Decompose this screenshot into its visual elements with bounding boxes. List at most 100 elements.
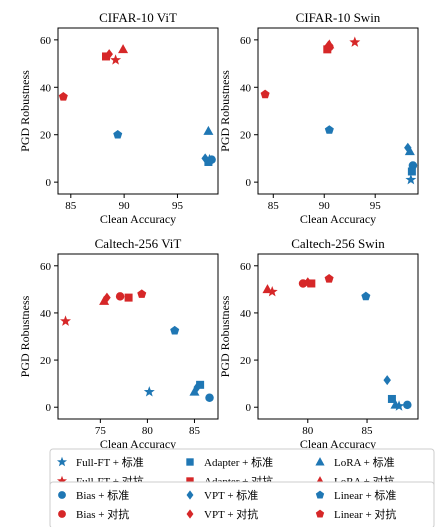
- point-linear-adversarial: [260, 89, 270, 99]
- point-fullft-standard: [405, 174, 417, 185]
- x-axis-label: Clean Accuracy: [100, 212, 176, 226]
- legend-entry-label: Linear + 标准: [334, 488, 396, 502]
- legend-frame: [49, 481, 435, 527]
- point-lora-adversarial: [324, 39, 335, 49]
- chart-title: CIFAR-10 Swin: [296, 10, 381, 25]
- legend-entry-label: VPT + 标准: [204, 488, 258, 502]
- y-tick-label: 0: [46, 402, 52, 414]
- point-bias-standard: [207, 155, 216, 164]
- y-tick-label: 0: [246, 177, 252, 189]
- legend-marker-square: [186, 458, 194, 466]
- y-tick-label: 20: [40, 355, 52, 367]
- point-adapter-adversarial: [124, 293, 133, 302]
- legend-marker-diamond: [186, 509, 194, 519]
- point-adapter-standard: [407, 167, 416, 176]
- legend-marker-pentagon: [315, 509, 325, 518]
- x-tick-label: 85: [189, 425, 201, 437]
- point-linear-standard: [324, 125, 334, 134]
- point-bias-standard: [205, 393, 214, 403]
- y-tick-label: 60: [40, 261, 52, 273]
- point-vpt-standard: [383, 375, 391, 386]
- x-tick-label: 80: [142, 425, 154, 437]
- x-tick-label: 95: [370, 200, 382, 212]
- x-axis-label: Clean Accuracy: [300, 437, 376, 451]
- point-vpt-adversarial: [103, 292, 111, 303]
- x-axis-label: Clean Accuracy: [100, 437, 176, 451]
- point-linear-adversarial: [58, 92, 68, 101]
- x-tick-label: 85: [268, 200, 280, 212]
- panels: CIFAR-10 ViT Clean Accuracy PGD Robustness…: [18, 10, 419, 451]
- y-tick-label: 20: [240, 355, 252, 367]
- point-linear-standard: [361, 291, 371, 301]
- point-linear-adversarial: [324, 274, 334, 283]
- x-tick-label: 90: [119, 200, 131, 212]
- y-tick-label: 40: [40, 308, 52, 320]
- point-fullft-adversarial: [349, 36, 361, 47]
- point-fullft-adversarial: [266, 285, 278, 297]
- x-axis-label: Clean Accuracy: [300, 212, 376, 226]
- legend-entry-label: Bias + 标准: [76, 488, 129, 502]
- point-linear-standard: [113, 129, 123, 139]
- y-tick-label: 40: [240, 308, 252, 320]
- y-tick-label: 40: [40, 82, 52, 94]
- y-axis-label: PGD Robustness: [218, 70, 232, 152]
- plot-area-frame: [257, 253, 419, 420]
- point-linear-standard: [170, 325, 180, 335]
- legend-entry-label: VPT + 对抗: [204, 507, 258, 521]
- plot-area-frame: [57, 27, 219, 195]
- legend-entry-label: Bias + 对抗: [76, 507, 129, 521]
- y-axis-label: PGD Robustness: [18, 70, 32, 152]
- legend-entry-label: Full-FT + 标准: [76, 455, 144, 469]
- point-linear-adversarial: [137, 289, 147, 298]
- legend-marker-star: [56, 475, 68, 486]
- legend-entry-label: Linear + 对抗: [334, 507, 396, 521]
- y-axis-label: PGD Robustness: [18, 295, 32, 377]
- y-tick-label: 20: [240, 130, 252, 142]
- y-axis-label: PGD Robustness: [218, 295, 232, 377]
- point-lora-standard: [189, 386, 200, 396]
- legend-marker-triangle: [315, 457, 325, 466]
- legend-box-2: Bias + 标准 VPT + 标准 Linear + 标准 Bias + 对抗 VPT…: [49, 481, 435, 527]
- legend-marker-pentagon: [315, 490, 325, 499]
- legend-marker-square: [186, 477, 194, 485]
- y-tick-label: 0: [46, 177, 52, 189]
- legend-marker-circle: [58, 510, 66, 518]
- point-fullft-adversarial: [110, 54, 122, 65]
- point-lora-standard: [203, 125, 214, 135]
- y-tick-label: 0: [246, 402, 252, 414]
- point-bias-standard: [403, 400, 412, 410]
- plot-area-frame: [57, 253, 219, 420]
- y-tick-label: 60: [240, 261, 252, 273]
- x-tick-label: 80: [302, 425, 314, 437]
- chart-panel-4: Caltech-256 Swin Clean Accuracy PGD Robust…: [218, 236, 419, 451]
- x-tick-label: 85: [65, 200, 77, 212]
- x-tick-label: 95: [172, 200, 184, 212]
- point-adapter-adversarial: [102, 52, 110, 61]
- y-tick-label: 20: [40, 130, 52, 142]
- legend-entry-label: Adapter + 标准: [204, 455, 273, 469]
- legend-marker-star: [56, 456, 68, 467]
- point-adapter-adversarial: [307, 279, 316, 288]
- point-fullft-adversarial: [60, 315, 71, 326]
- chart-title: CIFAR-10 ViT: [99, 10, 177, 25]
- y-tick-label: 40: [240, 82, 252, 94]
- point-lora-standard: [404, 146, 415, 156]
- x-tick-label: 90: [319, 200, 331, 212]
- chart-panel-3: Caltech-256 ViT Clean Accuracy PGD Robustn…: [18, 236, 219, 451]
- point-adapter-standard: [196, 380, 205, 389]
- point-bias-adversarial: [115, 292, 125, 301]
- chart-title: Caltech-256 ViT: [95, 236, 182, 251]
- x-tick-label: 85: [362, 425, 374, 437]
- point-lora-adversarial: [99, 295, 110, 305]
- y-tick-label: 60: [40, 35, 52, 47]
- point-fullft-standard: [393, 400, 405, 411]
- legend-marker-circle: [58, 491, 66, 499]
- point-adapter-standard: [387, 394, 396, 403]
- point-fullft-standard: [143, 386, 155, 397]
- chart-title: Caltech-256 Swin: [291, 236, 385, 251]
- legend-marker-diamond: [186, 490, 194, 500]
- chart-panel-2: CIFAR-10 Swin Clean Accuracy PGD Robustnes…: [218, 10, 419, 226]
- plot-area-frame: [257, 27, 419, 195]
- point-lora-adversarial: [118, 44, 129, 54]
